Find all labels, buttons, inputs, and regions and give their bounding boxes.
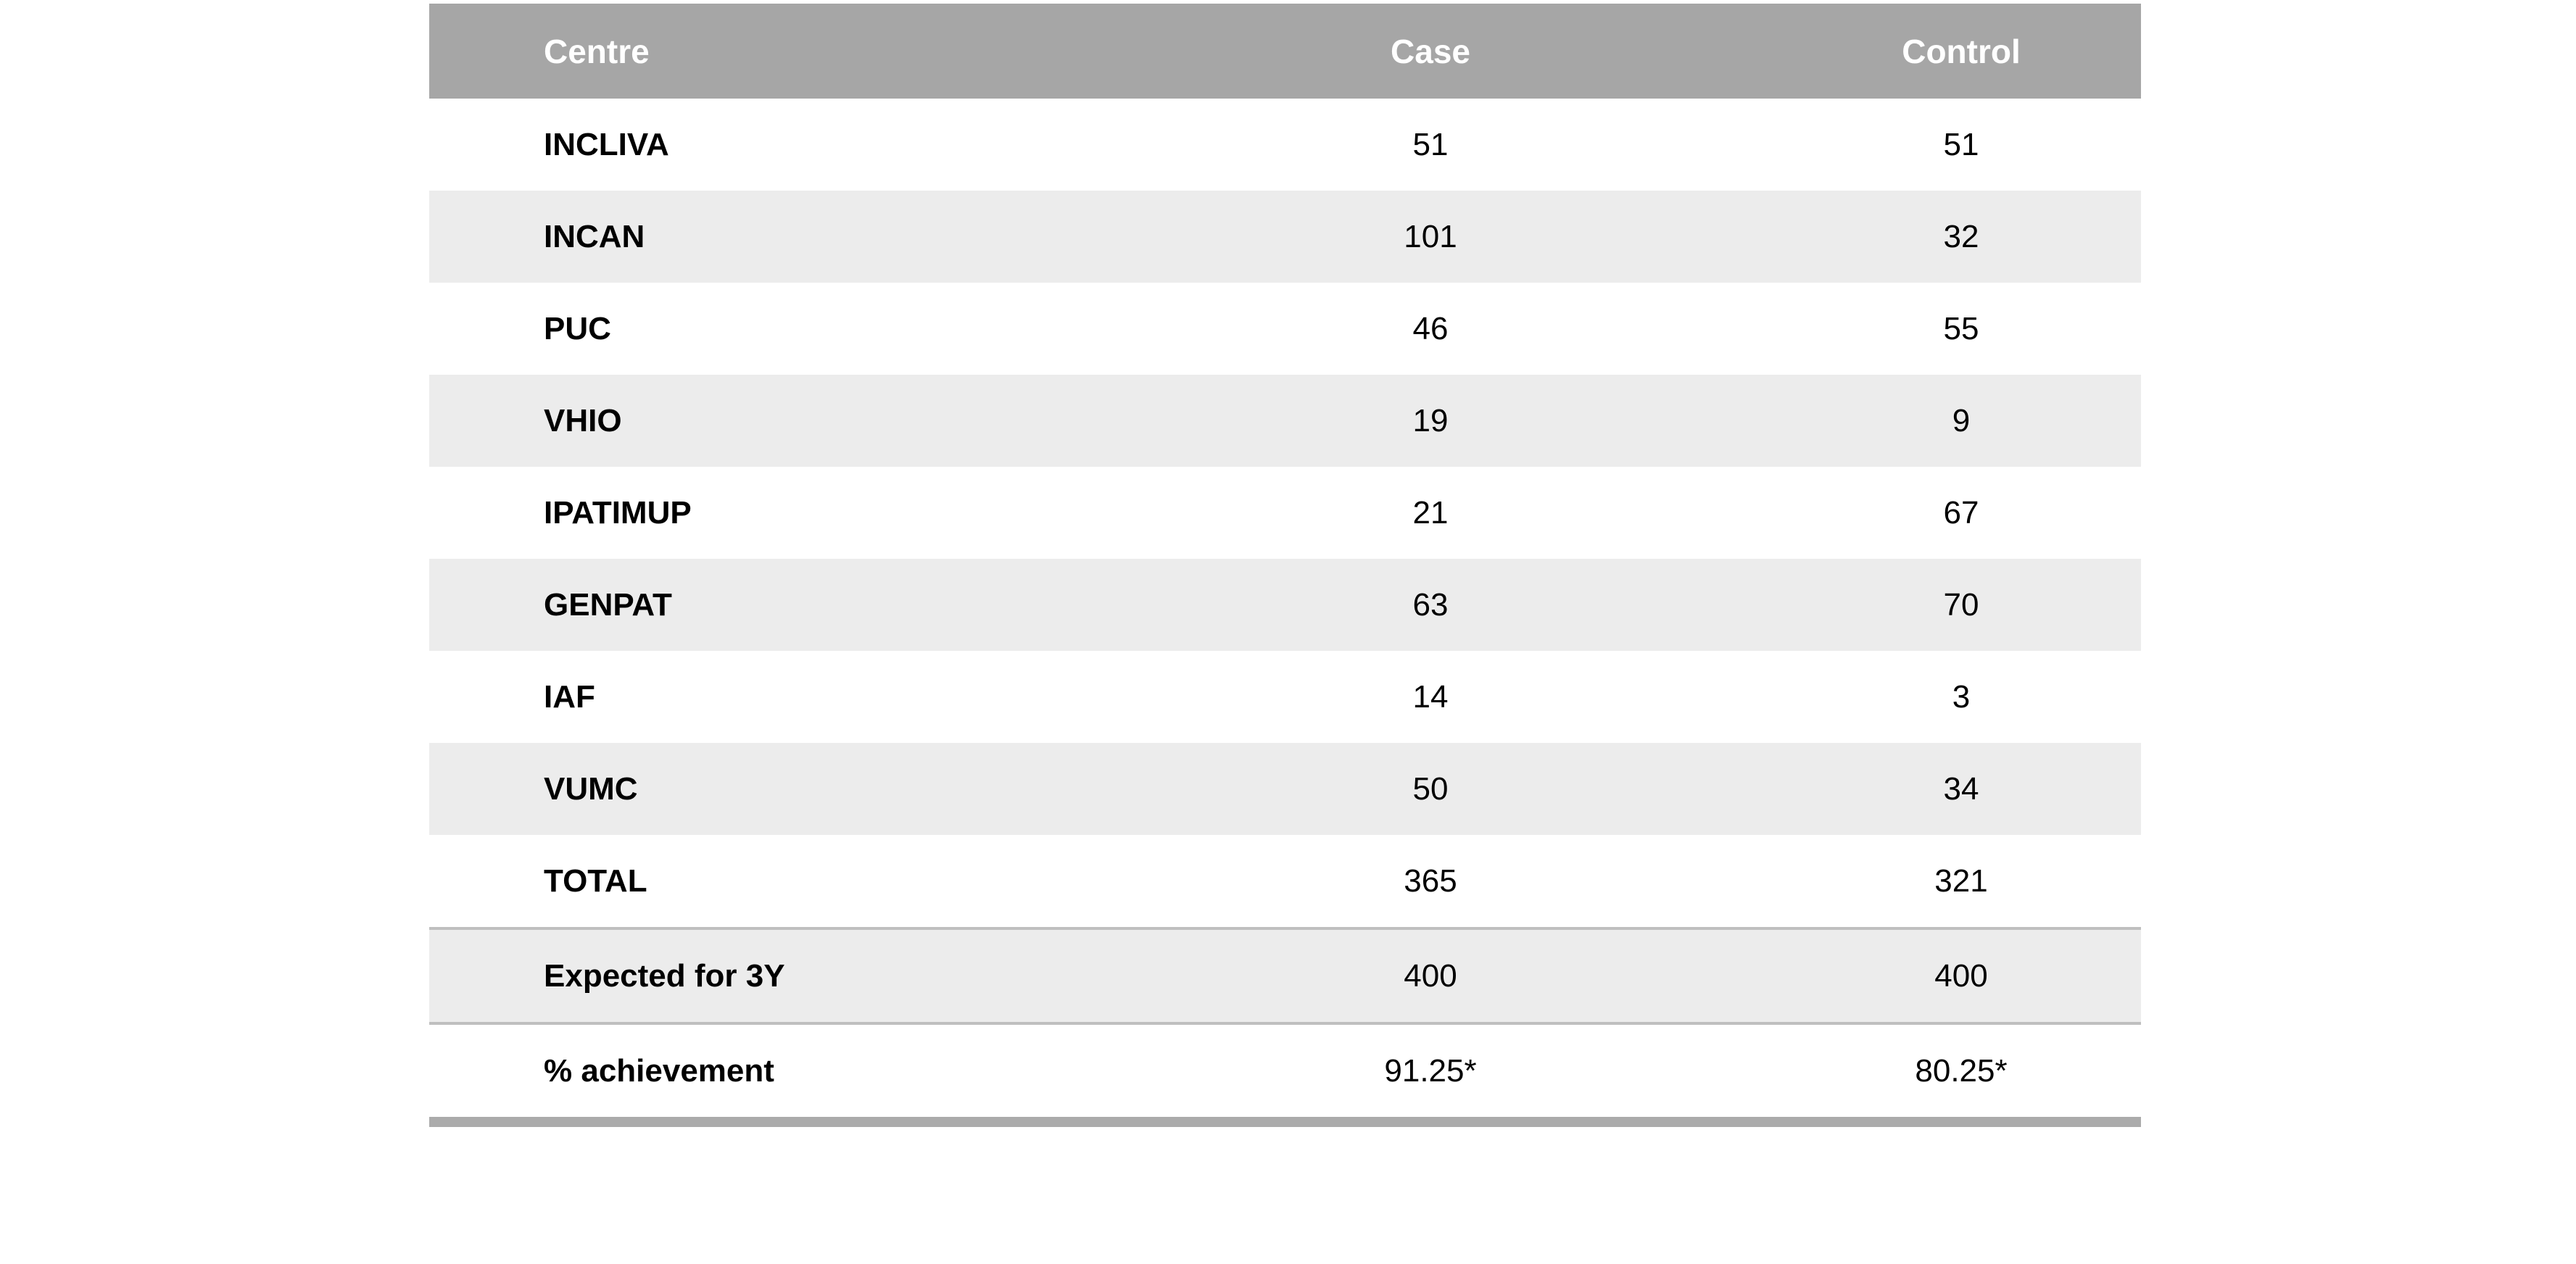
case-cell: 400	[1080, 927, 1781, 1025]
control-cell: 67	[1781, 467, 2141, 559]
column-header-case: Case	[1080, 4, 1781, 99]
centre-cell: INCAN	[429, 191, 1080, 283]
centre-cell: IAF	[429, 651, 1080, 743]
table-row-puc: PUC 46 55	[429, 283, 2141, 375]
table-row-incan: INCAN 101 32	[429, 191, 2141, 283]
control-cell: 321	[1781, 835, 2141, 928]
case-cell: 51	[1080, 99, 1781, 191]
case-cell: 63	[1080, 559, 1781, 651]
centre-cell: VHIO	[429, 375, 1080, 467]
table-row-vhio: VHIO 19 9	[429, 375, 2141, 467]
recruitment-table: Centre Case Control INCLIVA 51 51 INCAN …	[429, 4, 2141, 1127]
case-cell: 19	[1080, 375, 1781, 467]
control-cell: 32	[1781, 191, 2141, 283]
table-header-row: Centre Case Control	[429, 4, 2141, 99]
control-cell: 80.25*	[1781, 1023, 2141, 1122]
control-cell: 9	[1781, 375, 2141, 467]
column-header-centre: Centre	[429, 4, 1080, 99]
case-cell: 14	[1080, 651, 1781, 743]
table-row-iaf: IAF 14 3	[429, 651, 2141, 743]
case-cell: 21	[1080, 467, 1781, 559]
control-cell: 400	[1781, 927, 2141, 1025]
case-cell: 91.25*	[1080, 1023, 1781, 1122]
table-row-ipatimup: IPATIMUP 21 67	[429, 467, 2141, 559]
centre-cell: % achievement	[429, 1023, 1080, 1122]
centre-cell: GENPAT	[429, 559, 1080, 651]
table-row-expected-for-3y: Expected for 3Y 400 400	[429, 927, 2141, 1025]
case-cell: 50	[1080, 743, 1781, 835]
table-row-incliva: INCLIVA 51 51	[429, 99, 2141, 191]
control-cell: 55	[1781, 283, 2141, 375]
centre-cell: INCLIVA	[429, 99, 1080, 191]
control-cell: 51	[1781, 99, 2141, 191]
control-cell: 34	[1781, 743, 2141, 835]
centre-cell: Expected for 3Y	[429, 927, 1080, 1025]
case-cell: 101	[1080, 191, 1781, 283]
centre-cell: VUMC	[429, 743, 1080, 835]
control-cell: 3	[1781, 651, 2141, 743]
table-row-vumc: VUMC 50 34	[429, 743, 2141, 835]
column-header-control: Control	[1781, 4, 2141, 99]
centre-cell: IPATIMUP	[429, 467, 1080, 559]
case-cell: 365	[1080, 835, 1781, 928]
table-row-total: TOTAL 365 321	[429, 835, 2141, 928]
centre-cell: TOTAL	[429, 835, 1080, 928]
centre-cell: PUC	[429, 283, 1080, 375]
table-row-percent-achievement: % achievement 91.25* 80.25*	[429, 1023, 2141, 1122]
case-cell: 46	[1080, 283, 1781, 375]
table-row-genpat: GENPAT 63 70	[429, 559, 2141, 651]
control-cell: 70	[1781, 559, 2141, 651]
